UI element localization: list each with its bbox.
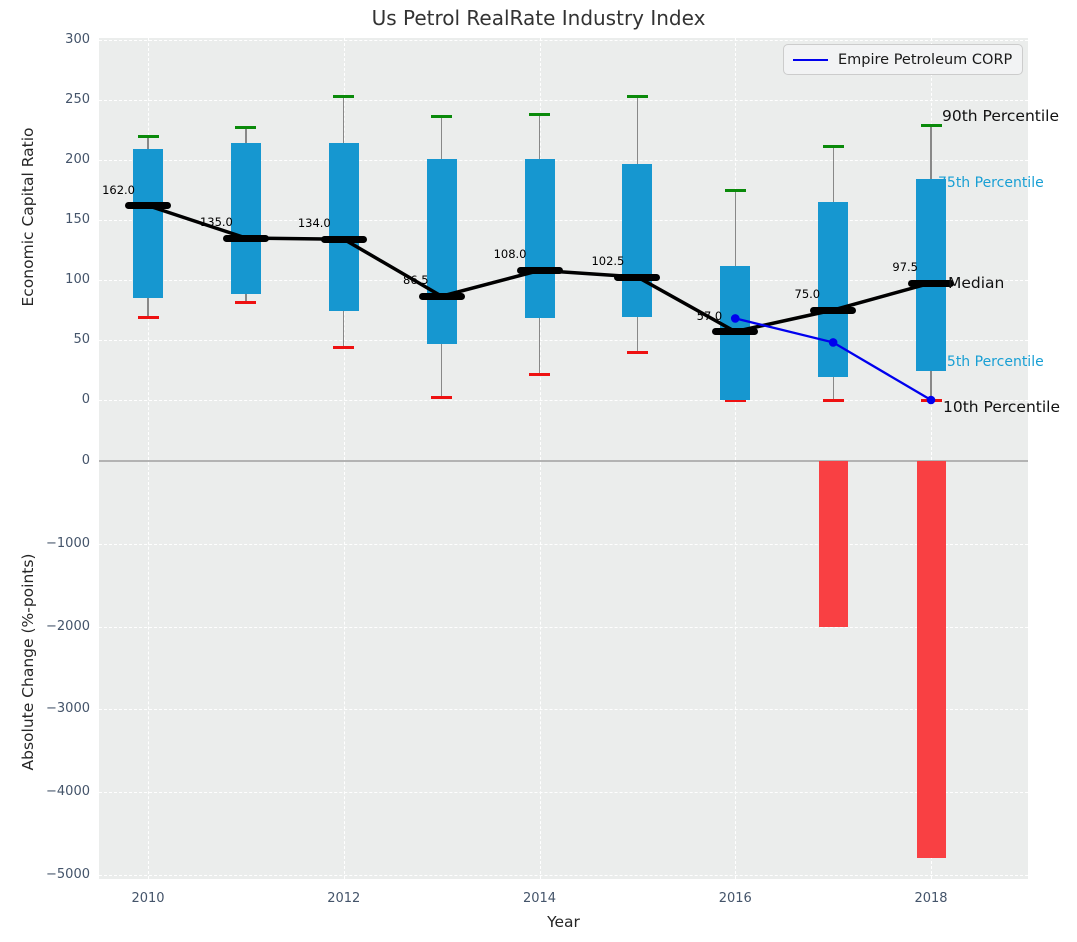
legend: Empire Petroleum CORP	[783, 44, 1023, 75]
p10-cap	[529, 373, 550, 377]
median-segment	[320, 235, 367, 243]
y-tick-label-top: 100	[65, 272, 90, 287]
p90-cap	[431, 115, 453, 119]
p90-cap	[235, 126, 257, 130]
gridline-vertical	[735, 38, 737, 879]
y-tick-label-top: 250	[65, 92, 90, 107]
iqr-box-2012	[328, 143, 359, 312]
p10-cap	[333, 345, 355, 349]
annotation-75th-percentile: 75th Percentile	[938, 175, 1044, 192]
gridline-horizontal	[99, 400, 1028, 401]
iqr-box-2013	[426, 158, 457, 344]
p90-cap	[529, 112, 550, 116]
median-segment	[908, 279, 954, 287]
p10-cap	[822, 398, 844, 402]
iqr-box-2014	[524, 158, 555, 319]
x-tick-label: 2012	[327, 891, 361, 906]
p90-cap	[920, 123, 942, 127]
gridline-horizontal	[99, 160, 1028, 161]
iqr-box-2017	[818, 202, 849, 378]
y-tick-label-bottom: −4000	[46, 784, 90, 800]
iqr-box-2011	[230, 143, 261, 295]
y-tick-label-bottom: −1000	[46, 535, 90, 551]
median-value-label: 134.0	[297, 216, 331, 231]
p90-cap	[626, 94, 648, 98]
annotation-25th-percentile: 25th Percentile	[938, 354, 1044, 371]
y-tick-label-top: 200	[65, 152, 90, 167]
median-segment	[712, 328, 759, 336]
p10-cap	[431, 396, 453, 400]
y-tick-label-bottom: −5000	[46, 867, 90, 882]
gridline-horizontal	[99, 792, 1028, 794]
gridline-vertical	[539, 38, 541, 879]
gridline-vertical	[343, 38, 345, 879]
median-value-label: 162.0	[102, 182, 135, 197]
y-tick-label-top: 150	[65, 212, 90, 227]
chart-title: Us Petrol RealRate Industry Index	[371, 6, 706, 30]
annotation-median: Median	[948, 274, 1005, 292]
annotation-10th-percentile: 10th Percentile	[943, 398, 1061, 416]
y-tick-label-top: 50	[73, 332, 90, 347]
x-axis-label: Year	[547, 913, 580, 931]
gridline-horizontal	[99, 709, 1028, 711]
y-tick-label-top: 300	[65, 32, 90, 47]
median-value-label: 86.5	[403, 273, 429, 288]
x-tick-label: 2018	[914, 891, 948, 906]
median-segment	[614, 273, 661, 281]
p90-cap	[333, 94, 355, 98]
median-segment	[516, 266, 563, 274]
p90-cap	[822, 145, 844, 149]
gridline-vertical	[931, 38, 932, 879]
bar-2017	[818, 461, 848, 627]
median-value-label: 108.0	[493, 247, 527, 262]
iqr-box-2010	[133, 149, 163, 298]
gridline-horizontal	[99, 875, 1028, 876]
p90-cap	[137, 134, 159, 138]
gridline-horizontal	[99, 626, 1028, 628]
x-tick-label: 2014	[522, 891, 557, 906]
median-segment	[810, 306, 857, 314]
median-segment	[418, 292, 465, 300]
annotation-90th-percentile: 90th Percentile	[942, 107, 1060, 126]
p10-cap	[920, 398, 942, 402]
zero-line	[99, 460, 1028, 462]
median-value-label: 97.5	[892, 260, 918, 274]
gridline-horizontal	[99, 340, 1028, 341]
y-tick-label-bottom: −3000	[46, 701, 90, 717]
gridline-vertical	[148, 38, 149, 879]
gridline-horizontal	[99, 100, 1028, 101]
gridline-horizontal	[99, 40, 1028, 41]
median-value-label: 57.0	[696, 308, 723, 323]
gridline-horizontal	[99, 543, 1028, 545]
bar-2018	[916, 461, 946, 859]
legend-label: Empire Petroleum CORP	[838, 51, 1013, 68]
iqr-box-2018	[916, 179, 946, 372]
p10-cap	[235, 301, 257, 305]
y-tick-label-bottom: 0	[81, 453, 90, 468]
x-tick-label: 2010	[131, 891, 165, 906]
p90-cap	[724, 188, 746, 192]
legend-line-sample	[793, 58, 828, 61]
y-tick-label-top: 0	[81, 392, 90, 407]
median-segment	[125, 202, 171, 210]
median-value-label: 135.0	[199, 215, 233, 229]
y-tick-label-bottom: −2000	[46, 618, 90, 634]
median-value-label: 102.5	[591, 254, 625, 268]
median-segment	[222, 234, 269, 242]
x-tick-label: 2016	[718, 891, 752, 906]
p10-cap	[626, 350, 648, 354]
iqr-box-2015	[622, 163, 653, 318]
p10-cap	[137, 315, 159, 319]
median-value-label: 75.0	[794, 287, 821, 301]
